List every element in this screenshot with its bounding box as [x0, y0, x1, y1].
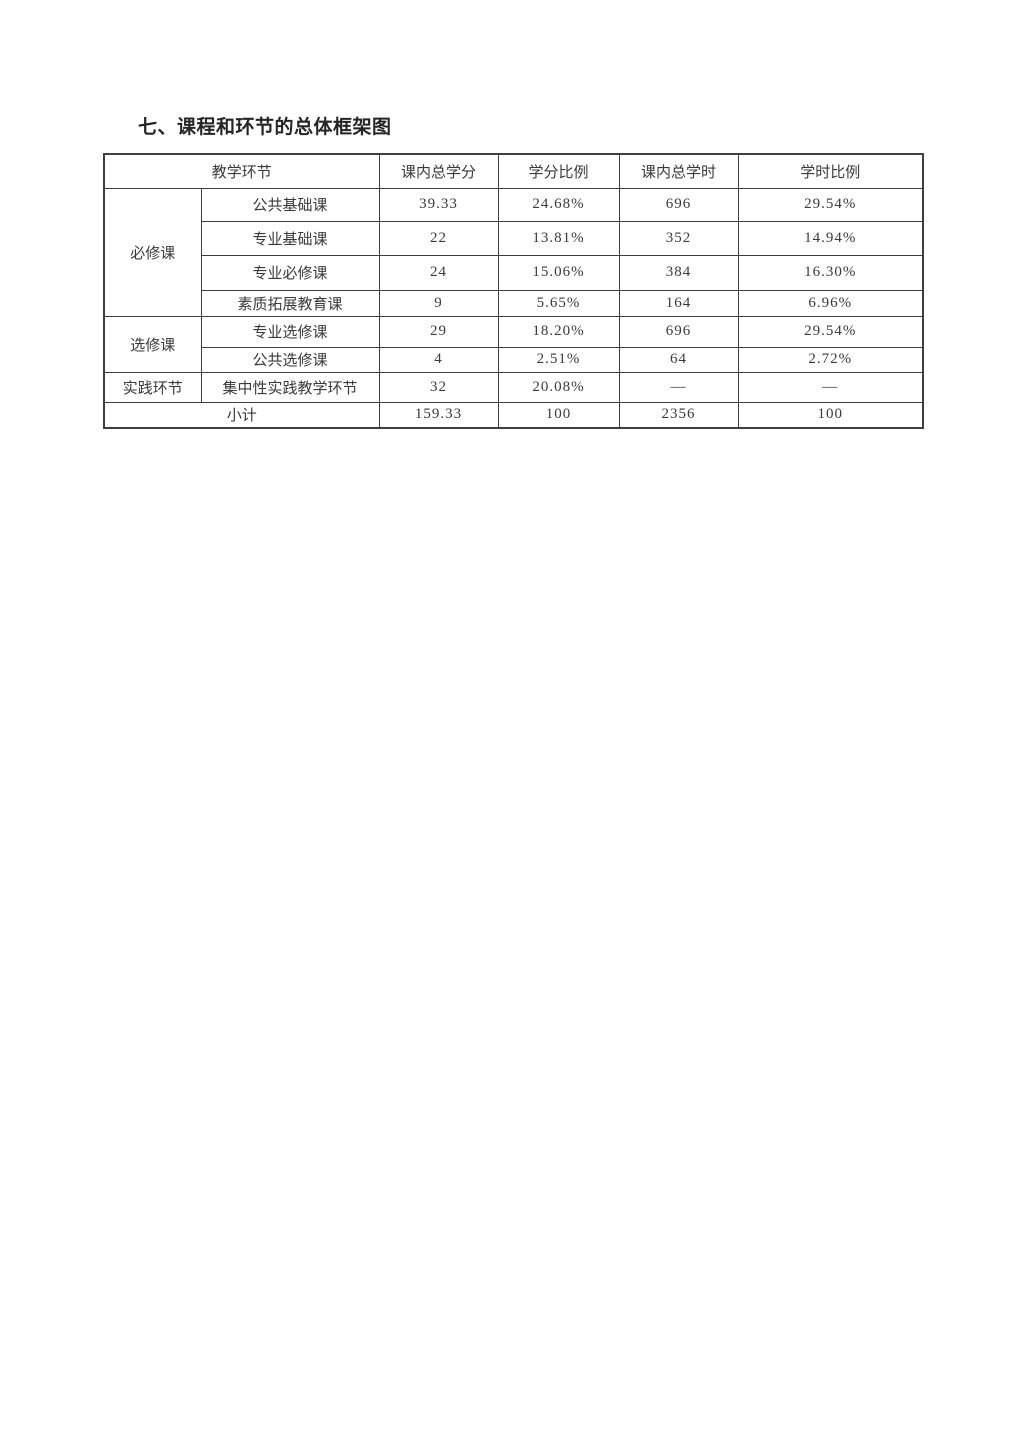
cell-hours-pct: 6.96%: [737, 289, 924, 317]
table-row: 专业基础课 22 13.81% 352 14.94%: [104, 220, 924, 256]
col-header-teaching-section: 教学环节: [103, 153, 380, 189]
table-row: 必修课 公共基础课 39.33 24.68% 696 29.54%: [103, 187, 924, 317]
col-header-total-hours: 课内总学时: [618, 153, 739, 189]
course-category: 专业基础课: [200, 220, 380, 256]
col-header-hours-ratio: 学时比例: [737, 153, 924, 189]
cell-credit-pct: 20.08%: [497, 371, 620, 403]
curriculum-framework-table: 教学环节 课内总学分 学分比例 课内总学时 学时比例 必修课 公共基础课 39.…: [103, 153, 925, 429]
course-category: 公共选修课: [200, 346, 380, 373]
group-label-elective: 选修课: [103, 315, 202, 373]
table-total-row: 小计 159.33 100 2356 100: [103, 401, 924, 429]
table-row: 选修课 专业选修课 29 18.20% 696 29.54%: [103, 315, 924, 373]
cell-hours-pct: 2.72%: [737, 346, 924, 373]
cell-hours: 696: [618, 187, 739, 222]
table-row: 实践环节 集中性实践教学环节 32 20.08% — —: [103, 371, 924, 403]
col-header-total-credits: 课内总学分: [378, 153, 499, 189]
course-category: 公共基础课: [200, 187, 380, 222]
cell-credit-pct: 13.81%: [497, 220, 620, 256]
cell-credits: 4: [378, 346, 499, 373]
total-credits: 159.33: [378, 401, 499, 429]
cell-credit-pct: 15.06%: [497, 254, 620, 291]
cell-credit-pct: 18.20%: [497, 315, 620, 348]
cell-hours: 352: [618, 220, 739, 256]
table-row: 公共选修课 4 2.51% 64 2.72%: [104, 346, 924, 373]
cell-credits: 24: [378, 254, 499, 291]
cell-credit-pct: 2.51%: [497, 346, 620, 373]
course-category: 素质拓展教育课: [200, 289, 380, 317]
cell-hours: —: [618, 371, 739, 403]
page-title: 七、课程和环节的总体框架图: [138, 116, 392, 138]
cell-hours: 384: [618, 254, 739, 291]
group-label-required: 必修课: [103, 187, 202, 317]
cell-credits: 22: [378, 220, 499, 256]
total-hours-pct: 100: [737, 401, 924, 429]
cell-hours-pct: —: [737, 371, 924, 403]
table-row: 专业必修课 24 15.06% 384 16.30%: [104, 254, 924, 291]
group-label-practice: 实践环节: [103, 371, 202, 403]
cell-hours: 64: [618, 346, 739, 373]
course-category: 专业必修课: [200, 254, 380, 291]
course-category: 专业选修课: [200, 315, 380, 348]
total-label: 小计: [103, 401, 380, 429]
cell-credit-pct: 24.68%: [497, 187, 620, 222]
cell-hours-pct: 16.30%: [737, 254, 924, 291]
cell-hours-pct: 29.54%: [737, 315, 924, 348]
cell-hours: 696: [618, 315, 739, 348]
cell-credits: 39.33: [378, 187, 499, 222]
total-hours: 2356: [618, 401, 739, 429]
total-credit-pct: 100: [497, 401, 620, 429]
cell-credits: 29: [378, 315, 499, 348]
cell-hours: 164: [618, 289, 739, 317]
table-row: 素质拓展教育课 9 5.65% 164 6.96%: [104, 289, 924, 317]
course-category: 集中性实践教学环节: [200, 371, 380, 403]
table-header-row: 教学环节 课内总学分 学分比例 课内总学时 学时比例: [103, 153, 924, 189]
col-header-credit-ratio: 学分比例: [497, 153, 620, 189]
cell-credit-pct: 5.65%: [497, 289, 620, 317]
cell-hours-pct: 14.94%: [737, 220, 924, 256]
cell-credits: 9: [378, 289, 499, 317]
cell-hours-pct: 29.54%: [737, 187, 924, 222]
cell-credits: 32: [378, 371, 499, 403]
